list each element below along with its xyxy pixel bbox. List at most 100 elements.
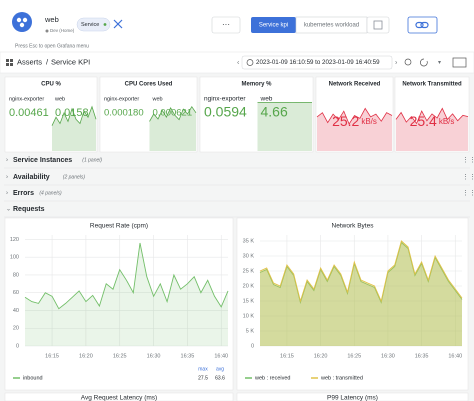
legend-header: avg	[216, 366, 224, 372]
menu-hint: Press Esc to open Grafana menu	[15, 43, 89, 49]
x-tick-label: 16:25	[113, 353, 127, 359]
time-forward[interactable]: ›	[395, 59, 398, 66]
time-range: 2023-01-09 16:10:59 to 2023-01-09 16:40:…	[256, 59, 380, 66]
breadcrumb-separator: /	[46, 57, 49, 66]
sparkline-area	[396, 108, 468, 151]
kpi-button-label: Service kpi	[259, 23, 288, 29]
x-tick-label: 16:30	[147, 353, 161, 359]
row-title[interactable]: Errors	[13, 190, 34, 197]
stat-title: Network Transmitted	[402, 82, 462, 88]
breadcrumb-current: Service KPI	[51, 57, 90, 66]
panel-title: P99 Latency (ms)	[327, 395, 378, 401]
tv-mode-icon[interactable]	[452, 57, 467, 68]
legend-stat: 63.6	[215, 375, 225, 381]
y-tick-label: 0	[251, 343, 254, 349]
y-tick-label: 15 K	[243, 298, 255, 304]
stat-title: CPU Cores Used	[125, 82, 173, 88]
sparkline	[395, 107, 469, 125]
time-back[interactable]: ‹	[237, 59, 240, 66]
sparkline	[51, 105, 97, 126]
legend-header: max	[198, 366, 208, 372]
service-logo	[12, 12, 32, 32]
clock-icon	[246, 59, 254, 66]
stat-label: web	[54, 96, 65, 102]
stat-value: 0.0158	[55, 107, 89, 119]
graph-icon[interactable]	[113, 19, 123, 29]
stat-value: 0.00461	[9, 107, 49, 119]
badge-dot	[103, 23, 107, 26]
legend-label[interactable]: web : received	[254, 375, 290, 381]
entity-subtitle: Dev (Home)	[50, 28, 75, 33]
row-chevron: ›	[6, 158, 8, 164]
link-icon	[415, 21, 429, 29]
stat-label: nginx-exporter	[204, 96, 246, 103]
y-tick-label: 0	[16, 343, 19, 349]
drag-handle: ⋮⋮	[462, 157, 474, 164]
legend-stat: 27.5	[198, 375, 208, 381]
breadcrumb-parent[interactable]: Asserts	[17, 57, 42, 66]
sparkline	[316, 107, 393, 125]
row-title[interactable]: Requests	[13, 206, 45, 213]
x-tick-label: 16:20	[314, 353, 328, 359]
stat-value: 0.000180	[104, 108, 144, 119]
env-icon	[45, 29, 49, 33]
row-chevron: ›	[6, 191, 8, 197]
stat-label: web	[152, 96, 163, 102]
row-count: (2 panels)	[63, 174, 86, 180]
legend-label[interactable]: inbound	[23, 375, 43, 381]
service-badge[interactable]	[76, 17, 111, 32]
kpi-button[interactable]	[251, 17, 296, 33]
stat-value: 0.0594	[204, 104, 247, 120]
x-tick-label: 16:25	[347, 353, 361, 359]
row-title[interactable]: Service Instances	[13, 157, 72, 164]
x-tick-label: 16:20	[79, 353, 93, 359]
row-chevron: ⌄	[6, 207, 11, 213]
panel	[236, 217, 469, 391]
grid-button[interactable]	[366, 16, 390, 34]
row-title[interactable]: Availability	[13, 174, 50, 181]
stat-unit: kB/s	[439, 117, 455, 126]
refresh-dropdown[interactable]: ▾	[438, 60, 441, 66]
zoom-out-icon[interactable]	[404, 58, 412, 66]
y-tick-label: 20 K	[243, 283, 255, 289]
y-tick-label: 100	[10, 255, 19, 261]
stat-panel	[199, 76, 314, 153]
refresh-icon[interactable]	[420, 58, 428, 67]
stat-panel	[4, 76, 98, 153]
x-tick-label: 16:35	[181, 353, 195, 359]
time-picker[interactable]	[241, 55, 393, 70]
series-line	[259, 240, 463, 303]
stat-label: web	[260, 96, 273, 103]
row-count: (1 panel)	[82, 157, 102, 163]
x-tick-label: 16:15	[280, 353, 294, 359]
row-chevron: ›	[6, 175, 8, 181]
stat-title: Memory %	[241, 82, 272, 88]
grid-icon	[373, 20, 383, 30]
stat-number: 25.2	[332, 113, 359, 129]
drag-handle: ⋮⋮	[462, 174, 474, 181]
badge-text: Service	[81, 22, 99, 28]
stat-value: 0.000621	[153, 108, 193, 119]
x-tick-label: 16:40	[448, 353, 462, 359]
panel	[4, 217, 234, 391]
stat-title: CPU %	[41, 82, 61, 88]
x-tick-label: 16:35	[415, 353, 429, 359]
drag-handle: ⋮⋮	[462, 190, 474, 197]
y-tick-label: 20	[13, 326, 19, 332]
stat-title: Network Received	[329, 82, 381, 88]
stat-value: 25.2 kB/s	[332, 113, 377, 129]
x-tick-label: 16:30	[381, 353, 395, 359]
legend-label[interactable]: web : transmitted	[320, 375, 363, 381]
y-tick-label: 40	[13, 308, 19, 314]
more-button[interactable]	[211, 16, 241, 34]
stat-unit: kB/s	[361, 117, 377, 126]
stat-panel	[315, 76, 394, 153]
y-tick-label: 80	[13, 272, 19, 278]
y-tick-label: 25 K	[243, 268, 255, 274]
more-icon: ···	[222, 20, 230, 29]
panel-title: Request Rate (cpm)	[90, 223, 148, 230]
stat-label: nginx-exporter	[104, 96, 139, 102]
series-line	[24, 242, 229, 310]
y-tick-label: 10 K	[243, 313, 255, 319]
logo-dot	[22, 17, 28, 23]
